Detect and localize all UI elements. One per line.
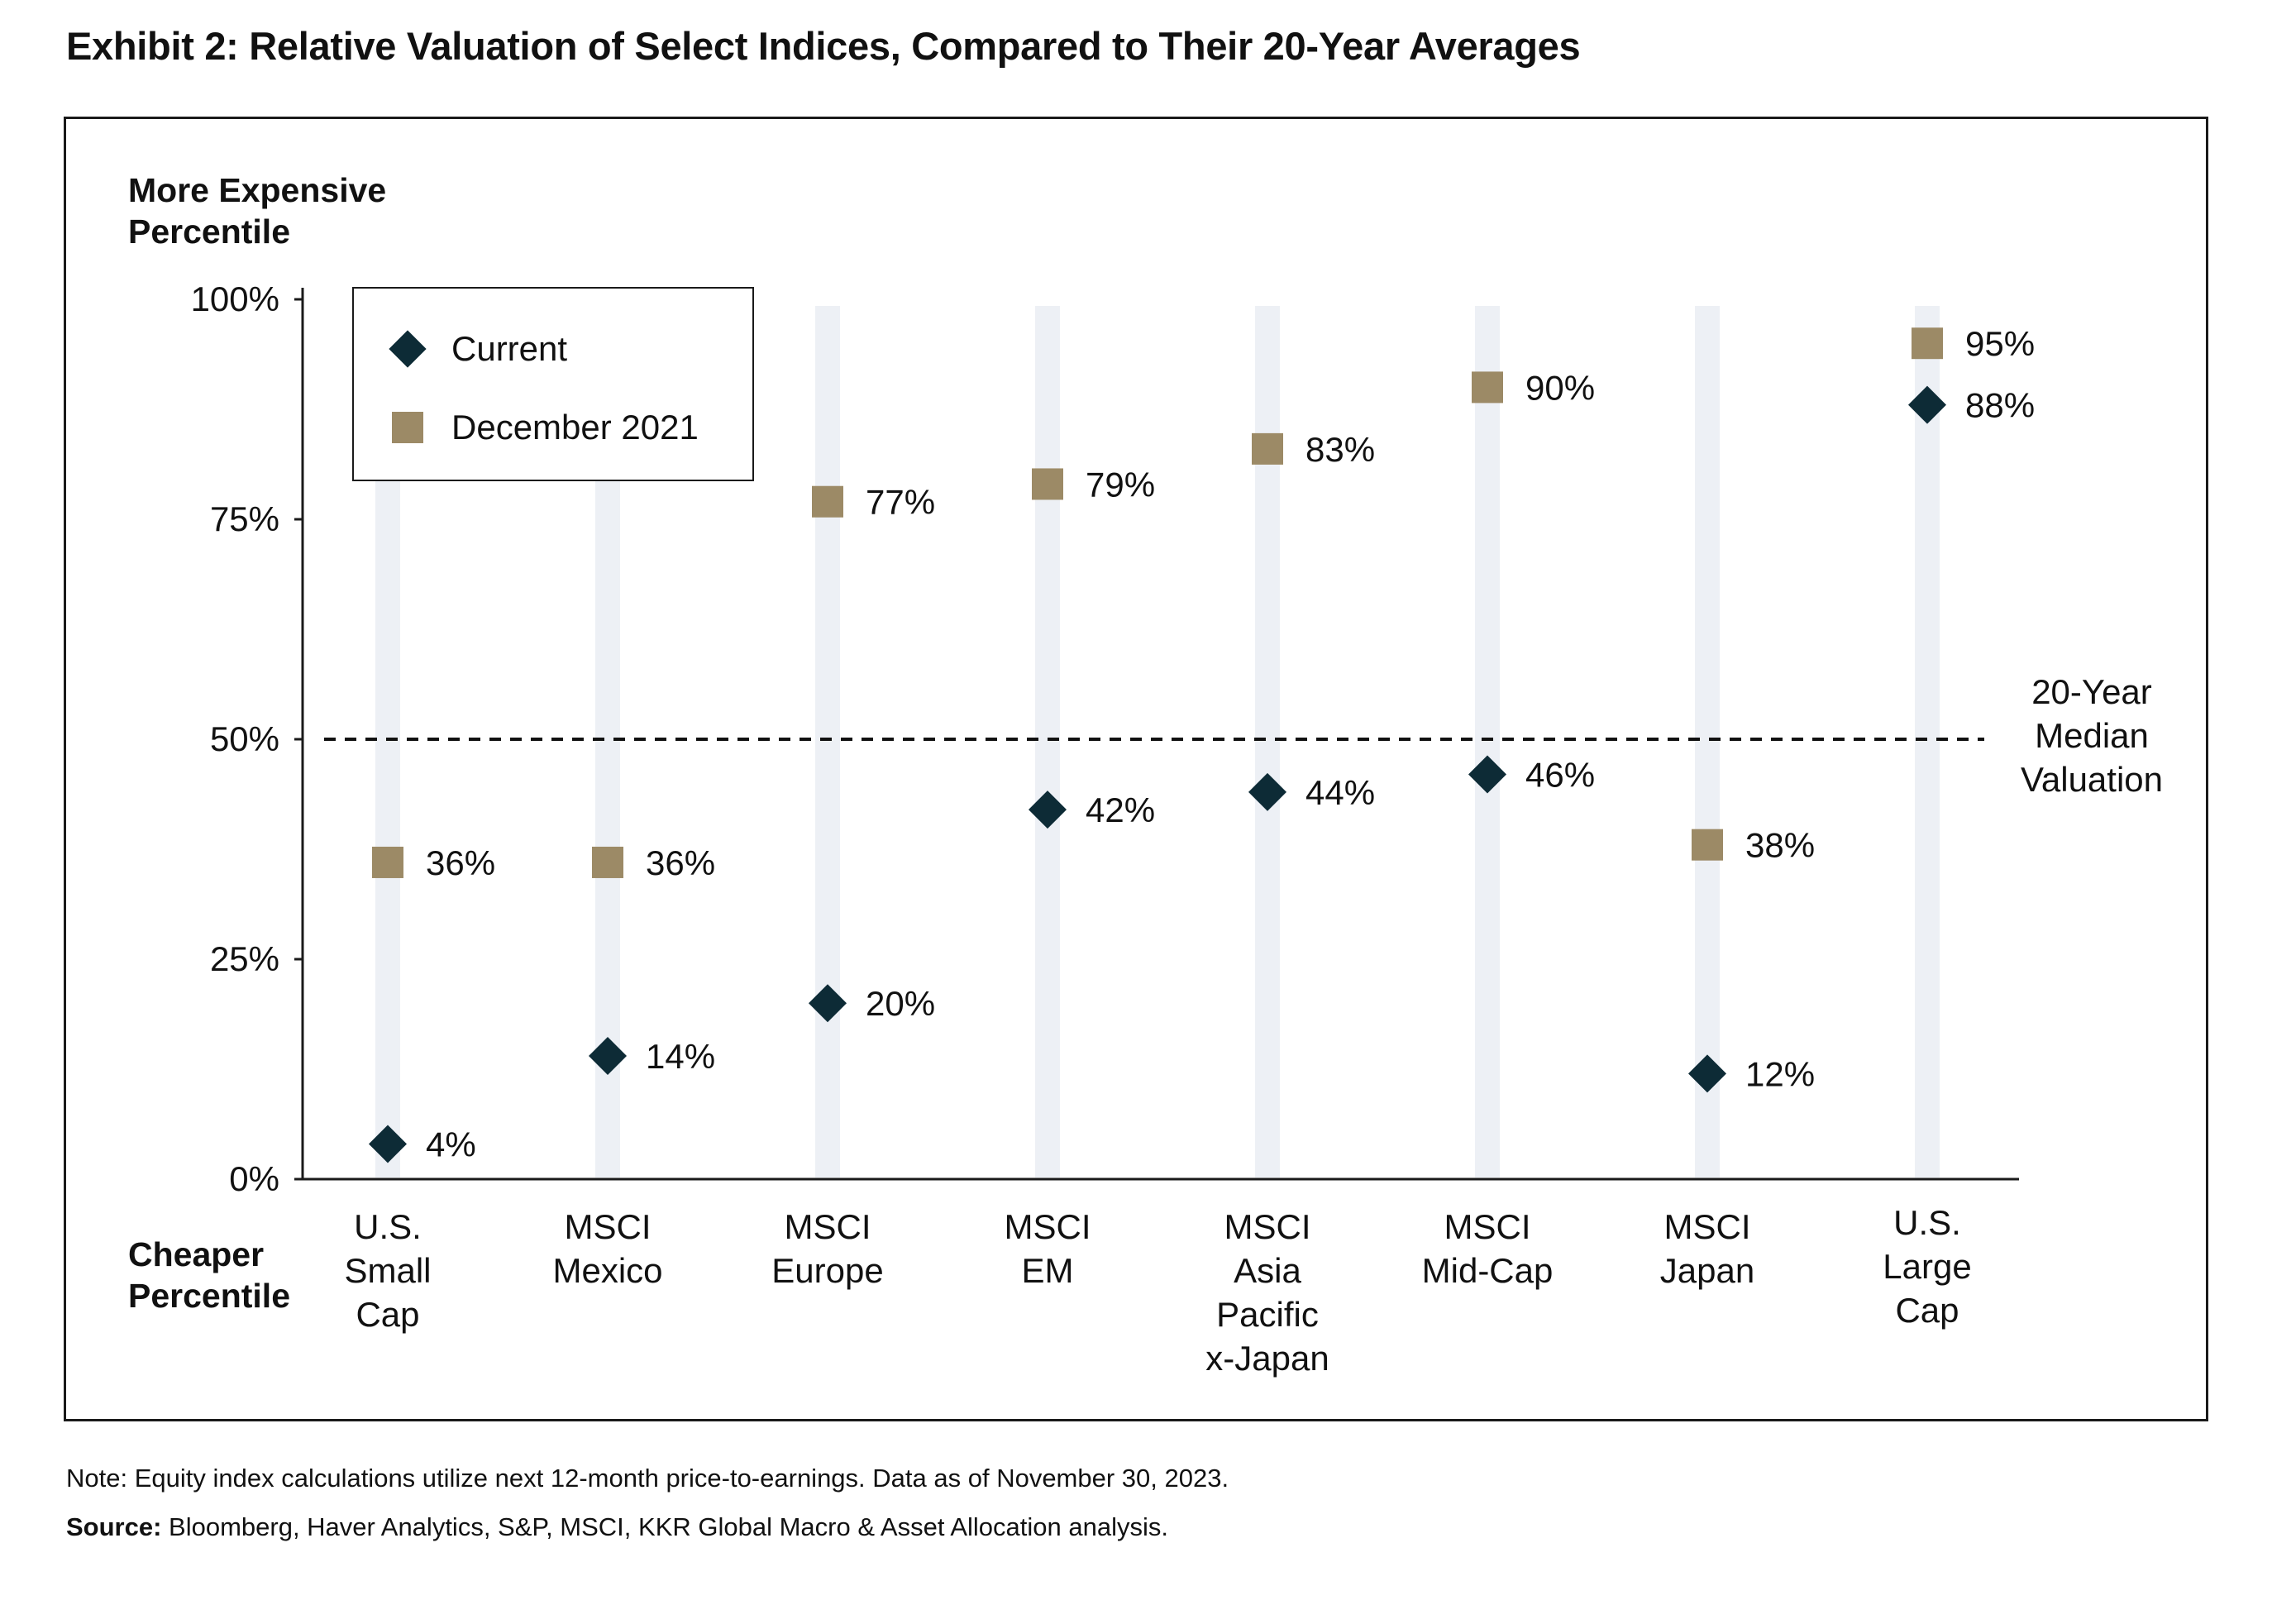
chart-frame bbox=[64, 117, 2208, 1421]
point-december-2021-u-s-large-cap bbox=[1912, 327, 1943, 360]
data-label-december-2021-msci-asia-pacific-x-japan: 83% bbox=[1305, 430, 1375, 469]
y-axis-bottom-label-line-2: Percentile bbox=[128, 1277, 290, 1315]
x-category-label-msci-em: MSCI EM bbox=[1005, 1207, 1091, 1290]
y-tick-label-50: 50% bbox=[210, 719, 279, 758]
data-label-december-2021-msci-japan: 38% bbox=[1745, 826, 1815, 865]
category-band-u-s-large-cap bbox=[1915, 306, 1940, 1177]
data-label-december-2021-msci-mexico: 36% bbox=[646, 843, 715, 882]
category-band-msci-mid-cap bbox=[1475, 306, 1500, 1177]
legend-label-december-2021: December 2021 bbox=[451, 408, 699, 447]
legend-label-current: Current bbox=[451, 329, 568, 368]
source-note: Source: Bloomberg, Haver Analytics, S&P,… bbox=[66, 1512, 1168, 1542]
point-december-2021-msci-mexico bbox=[592, 846, 623, 878]
data-label-current-u-s-small-cap: 4% bbox=[426, 1125, 476, 1163]
point-december-2021-msci-asia-pacific-x-japan bbox=[1252, 432, 1283, 465]
point-december-2021-msci-mid-cap bbox=[1472, 371, 1503, 404]
y-axis-top-label: More Expensive Percentile bbox=[128, 170, 386, 252]
x-category-label-msci-mid-cap: MSCI Mid-Cap bbox=[1422, 1207, 1554, 1290]
y-axis-top-label-line-2: Percentile bbox=[128, 213, 290, 251]
data-label-december-2021-msci-mid-cap: 90% bbox=[1525, 368, 1595, 407]
x-category-label-u-s-small-cap: U.S. Small Cap bbox=[344, 1207, 431, 1334]
point-current-u-s-small-cap bbox=[369, 1125, 407, 1163]
median-label-line-3: Valuation bbox=[2020, 760, 2164, 799]
category-band-msci-em bbox=[1035, 306, 1060, 1177]
data-label-current-msci-mexico: 14% bbox=[646, 1037, 715, 1076]
point-current-msci-em bbox=[1029, 791, 1067, 829]
y-axis-bottom-label: Cheaper Percentile bbox=[128, 1234, 290, 1316]
x-category-label-msci-mexico: MSCI Mexico bbox=[552, 1207, 662, 1290]
data-label-current-u-s-large-cap: 88% bbox=[1965, 386, 2035, 425]
data-label-december-2021-u-s-large-cap: 95% bbox=[1965, 324, 2035, 363]
diamond-marker-icon bbox=[389, 330, 427, 368]
x-category-label-msci-asia-pacific-x-japan: MSCI Asia Pacific x-Japan bbox=[1205, 1207, 1329, 1378]
x-category-label-msci-japan: MSCI Japan bbox=[1660, 1207, 1754, 1290]
data-label-current-msci-em: 42% bbox=[1086, 791, 1155, 829]
point-december-2021-u-s-small-cap bbox=[372, 846, 403, 878]
data-label-december-2021-msci-em: 79% bbox=[1086, 465, 1155, 504]
y-axis-top-label-line-1: More Expensive bbox=[128, 171, 387, 209]
median-line-label: 20-Year Median Valuation bbox=[1993, 670, 2191, 801]
y-tick-label-100: 100% bbox=[191, 279, 279, 318]
data-label-december-2021-msci-europe: 77% bbox=[866, 483, 935, 522]
legend-item-current: Current bbox=[389, 324, 567, 374]
footnote: Note: Equity index calculations utilize … bbox=[66, 1464, 1229, 1493]
point-current-msci-europe bbox=[809, 984, 847, 1023]
x-category-label-u-s-large-cap: U.S. Large Cap bbox=[1883, 1203, 1971, 1330]
y-tick-label-0: 0% bbox=[229, 1159, 279, 1198]
point-current-msci-asia-pacific-x-japan bbox=[1248, 772, 1286, 811]
median-label-line-2: Median bbox=[2035, 716, 2149, 755]
point-current-msci-japan bbox=[1688, 1054, 1726, 1093]
chart-legend: Current December 2021 bbox=[352, 287, 754, 481]
data-label-current-msci-europe: 20% bbox=[866, 984, 935, 1023]
y-tick-label-75: 75% bbox=[210, 499, 279, 538]
category-band-msci-europe bbox=[815, 306, 840, 1177]
median-label-line-1: 20-Year bbox=[2031, 672, 2152, 711]
y-axis-bottom-label-line-1: Cheaper bbox=[128, 1235, 265, 1273]
point-current-msci-mid-cap bbox=[1468, 755, 1506, 794]
data-label-current-msci-japan: 12% bbox=[1745, 1054, 1815, 1093]
y-tick-label-25: 25% bbox=[210, 939, 279, 978]
point-december-2021-msci-europe bbox=[812, 485, 843, 518]
point-december-2021-msci-em bbox=[1032, 468, 1063, 500]
source-text: Bloomberg, Haver Analytics, S&P, MSCI, K… bbox=[161, 1512, 1168, 1541]
point-december-2021-msci-japan bbox=[1692, 829, 1723, 861]
data-label-current-msci-asia-pacific-x-japan: 44% bbox=[1305, 773, 1375, 812]
data-label-december-2021-u-s-small-cap: 36% bbox=[426, 843, 495, 882]
chart-title: Exhibit 2: Relative Valuation of Select … bbox=[66, 24, 1581, 68]
x-category-label-msci-europe: MSCI Europe bbox=[771, 1207, 883, 1290]
data-label-current-msci-mid-cap: 46% bbox=[1525, 756, 1595, 795]
point-current-u-s-large-cap bbox=[1908, 385, 1946, 424]
legend-item-december-2021: December 2021 bbox=[389, 403, 699, 452]
source-label: Source: bbox=[66, 1512, 162, 1541]
square-marker-icon bbox=[392, 412, 423, 443]
point-current-msci-mexico bbox=[589, 1037, 627, 1076]
category-band-msci-japan bbox=[1695, 306, 1720, 1177]
